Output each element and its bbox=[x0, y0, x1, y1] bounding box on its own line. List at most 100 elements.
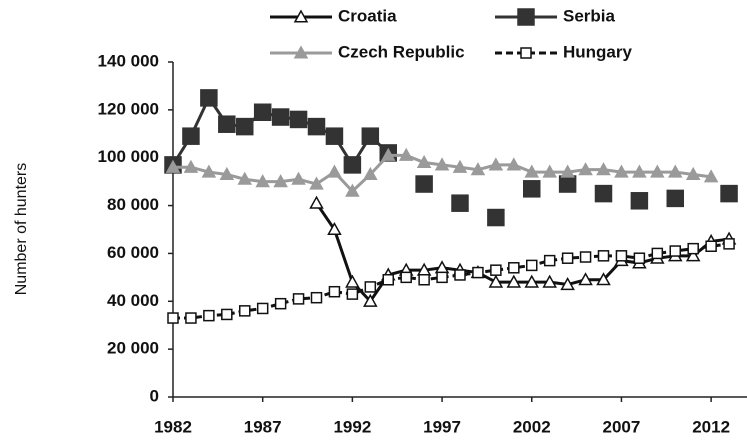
marker bbox=[526, 259, 538, 272]
marker bbox=[309, 176, 324, 190]
marker bbox=[470, 162, 486, 176]
marker bbox=[380, 147, 396, 161]
marker bbox=[651, 247, 664, 260]
marker bbox=[361, 127, 380, 145]
marker bbox=[667, 164, 683, 178]
marker bbox=[723, 238, 735, 250]
marker bbox=[236, 117, 254, 136]
marker bbox=[289, 110, 308, 129]
marker bbox=[508, 262, 520, 274]
marker bbox=[292, 293, 305, 305]
marker bbox=[488, 274, 504, 288]
marker bbox=[167, 312, 179, 324]
marker bbox=[416, 154, 432, 169]
marker bbox=[328, 285, 341, 298]
marker bbox=[382, 274, 394, 286]
marker bbox=[327, 164, 342, 178]
marker bbox=[633, 252, 646, 264]
legend-marker bbox=[517, 8, 535, 26]
marker bbox=[452, 159, 468, 173]
marker bbox=[307, 117, 326, 136]
y-tick-label: 0 bbox=[150, 386, 159, 405]
marker bbox=[560, 164, 575, 178]
legend-label: Czech Republic bbox=[338, 42, 465, 61]
marker bbox=[273, 174, 288, 188]
x-tick-label: 1987 bbox=[244, 417, 282, 436]
marker bbox=[256, 302, 269, 315]
marker bbox=[561, 252, 574, 264]
marker bbox=[291, 171, 306, 185]
marker bbox=[543, 254, 556, 267]
legend-label: Hungary bbox=[563, 42, 633, 61]
marker bbox=[345, 274, 360, 288]
series-line bbox=[173, 242, 730, 320]
marker bbox=[487, 208, 505, 227]
marker bbox=[200, 89, 218, 107]
marker bbox=[524, 274, 540, 288]
marker bbox=[685, 248, 701, 262]
marker bbox=[705, 240, 717, 252]
marker bbox=[650, 164, 665, 178]
marker bbox=[558, 175, 577, 193]
marker bbox=[488, 157, 504, 171]
marker bbox=[415, 175, 433, 193]
marker bbox=[345, 183, 360, 197]
marker bbox=[523, 180, 541, 198]
marker bbox=[182, 127, 200, 145]
marker bbox=[310, 291, 323, 304]
marker bbox=[325, 127, 344, 145]
marker bbox=[363, 293, 378, 307]
y-tick-label: 60 000 bbox=[107, 243, 159, 262]
marker bbox=[597, 250, 610, 262]
marker bbox=[542, 164, 557, 178]
marker bbox=[506, 274, 522, 288]
marker bbox=[201, 164, 217, 178]
series bbox=[171, 94, 390, 168]
x-tick-label: 2012 bbox=[692, 417, 730, 436]
marker bbox=[183, 159, 199, 173]
y-tick-label: 120 000 bbox=[98, 99, 159, 118]
series-line bbox=[171, 94, 390, 168]
marker bbox=[185, 312, 197, 324]
marker bbox=[632, 164, 647, 178]
marker bbox=[578, 272, 593, 286]
y-tick-label: 80 000 bbox=[107, 195, 159, 214]
marker bbox=[346, 288, 359, 300]
legend-marker bbox=[293, 45, 309, 59]
marker bbox=[666, 189, 684, 208]
marker bbox=[542, 274, 557, 288]
marker bbox=[451, 194, 469, 212]
marker bbox=[400, 271, 412, 284]
marker bbox=[327, 221, 342, 236]
marker bbox=[524, 164, 540, 178]
marker bbox=[221, 308, 233, 321]
y-tick-label: 40 000 bbox=[107, 291, 159, 310]
x-tick-label: 2002 bbox=[513, 417, 551, 436]
marker bbox=[274, 297, 287, 310]
marker bbox=[560, 276, 575, 291]
marker bbox=[436, 271, 448, 284]
marker bbox=[454, 269, 466, 281]
marker bbox=[255, 174, 270, 188]
series bbox=[173, 242, 730, 320]
marker bbox=[596, 162, 611, 176]
marker bbox=[364, 281, 377, 293]
series bbox=[315, 202, 730, 304]
marker bbox=[506, 157, 522, 171]
marker bbox=[490, 264, 502, 276]
marker bbox=[630, 192, 649, 210]
y-axis-label: Number of hunters bbox=[13, 163, 30, 296]
x-tick-label: 1982 bbox=[154, 417, 192, 436]
marker bbox=[615, 250, 628, 262]
marker bbox=[253, 103, 272, 121]
marker bbox=[579, 251, 592, 263]
y-tick-label: 100 000 bbox=[98, 147, 159, 166]
marker bbox=[239, 305, 251, 317]
marker bbox=[685, 166, 701, 181]
x-tick-label: 2007 bbox=[603, 417, 641, 436]
marker bbox=[237, 171, 253, 185]
marker bbox=[218, 115, 236, 133]
marker bbox=[271, 108, 290, 126]
marker bbox=[669, 245, 681, 257]
